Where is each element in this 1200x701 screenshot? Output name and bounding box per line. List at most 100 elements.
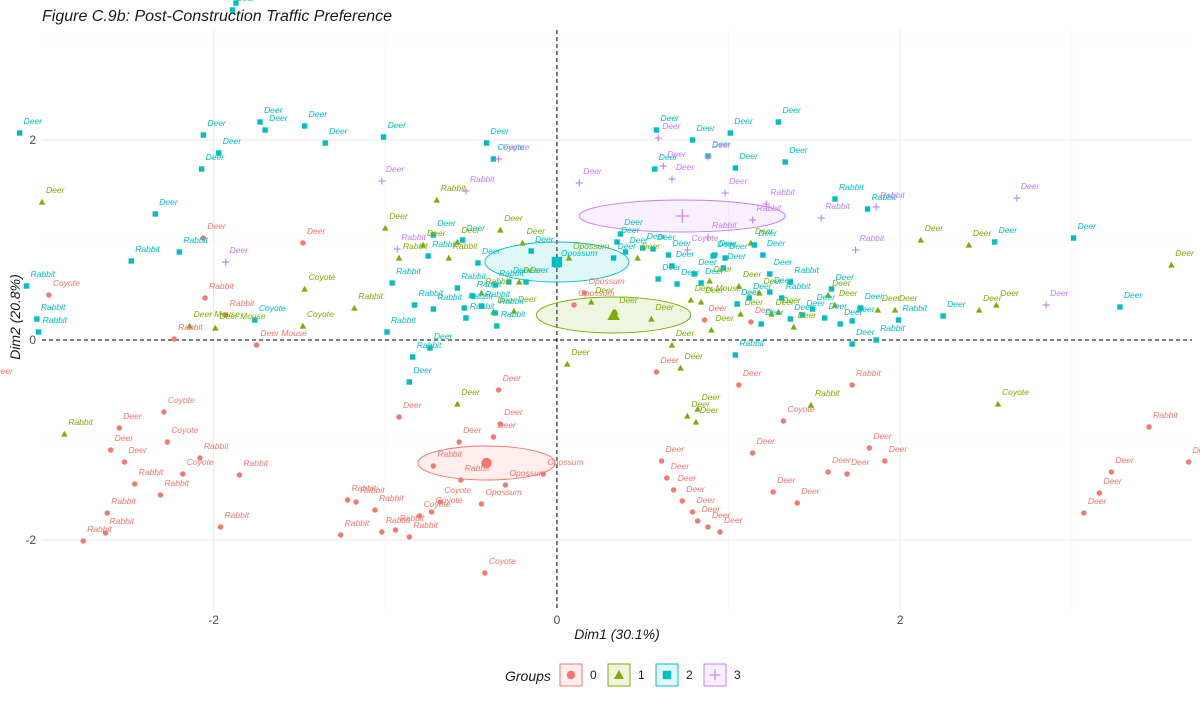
legend-marker-1 [613,669,625,680]
point-group-2 [490,156,497,162]
point-group-1 [891,306,899,313]
point-label: Deer Mouse [194,309,241,319]
point-label: Coyote [171,425,198,435]
point-group-2 [674,281,680,287]
point-group-0 [1108,469,1115,475]
point-label: Rabbit [225,510,250,520]
point-label: Deer [437,218,457,228]
centroid-group-0 [481,457,492,469]
point-label: Deer [794,302,814,312]
point-group-0 [379,529,385,535]
point-group-2 [698,280,704,286]
point-label: Deer [676,249,696,259]
point-label: Deer [660,355,680,365]
point-label: Rabbit [880,323,905,333]
point-label: Deer [899,293,919,303]
point-label: Deer [882,293,902,303]
point-group-0 [495,387,502,393]
point-group-2 [152,211,158,217]
point-label: Rabbit [139,467,164,477]
point-group-2 [614,239,620,245]
point-label: Deer [123,411,143,421]
point-group-2 [787,316,794,322]
point-group-2 [128,258,134,264]
point-label: Deer [709,303,729,313]
point-label: Deer [717,239,737,249]
point-group-2 [940,313,946,319]
point-group-3 [1013,194,1021,202]
point-group-3 [704,233,712,241]
point-label: Deer [434,331,454,341]
point-group-3 [654,134,662,142]
point-label: Rabbit [230,298,255,308]
point-group-2 [610,255,617,261]
point-group-1 [708,326,715,333]
point-label: Rabbit [43,315,68,325]
point-group-0 [406,534,413,540]
point-label: Coyote [53,278,80,288]
point-group-2 [746,295,752,301]
point-label: Deer [630,235,650,245]
centroid-group-1 [607,308,620,320]
y-axis-title: Dim2 (20.8%) [7,274,23,360]
point-group-0 [490,434,497,440]
point-label: Rabbit [68,417,93,427]
point-label: Deer [0,366,14,376]
point-group-0 [116,425,122,431]
point-label: Deer [685,351,705,361]
point-group-0 [437,499,443,505]
point-label: Rabbit [87,524,112,534]
point-group-2 [689,137,696,143]
point-group-0 [428,509,435,515]
point-group-2 [837,321,843,327]
point-group-2 [301,123,308,129]
point-label: Deer [719,238,739,248]
point-group-2 [430,306,437,312]
point-group-0 [430,463,437,469]
point-group-3 [659,162,667,170]
point-label: Deer [705,266,725,276]
y-tick-label: -2 [25,533,36,547]
x-tick-label: 0 [554,613,561,627]
point-group-1 [677,364,684,371]
point-label: Rabbit [465,463,490,473]
point-group-0 [161,409,167,415]
point-label: Deer [655,302,675,312]
point-group-3 [852,246,860,254]
point-label: Rabbit [485,276,510,286]
point-group-1 [515,278,523,285]
point-label: Coyote [436,495,463,505]
point-label: Deer [782,105,802,115]
point-label: Coyote [787,404,814,414]
point-label: Deer [667,149,687,159]
point-group-0 [217,524,224,530]
group-centroids [481,209,689,469]
point-label: Deer [223,136,243,146]
point-label: Rabbit [712,220,737,230]
point-label: Deer [128,445,148,455]
point-label: Deer [681,267,701,277]
point-label: Deer [207,118,227,128]
point-group-1 [824,291,832,298]
point-group-0 [849,382,855,388]
point-group-0 [866,445,873,451]
point-label: Deer [947,299,967,309]
point-group-0 [236,472,243,478]
point-group-2 [461,305,467,311]
point-group-0 [825,469,831,475]
point-group-2 [425,253,431,259]
point-label: Deer [745,297,765,307]
point-label: Deer [777,475,797,485]
point-label: Deer [763,276,783,286]
point-label: Rabbit [183,235,208,245]
point-group-1 [454,400,461,407]
point-group-0 [482,570,488,576]
point-group-2 [991,239,998,245]
point-group-0 [658,458,665,464]
point-label: Rabbit [360,485,385,495]
point-label: Deer [503,373,523,383]
point-group-1 [668,341,676,348]
point-group-3 [817,214,825,222]
point-group-1 [975,306,983,313]
point-label: Deer [1175,248,1195,258]
